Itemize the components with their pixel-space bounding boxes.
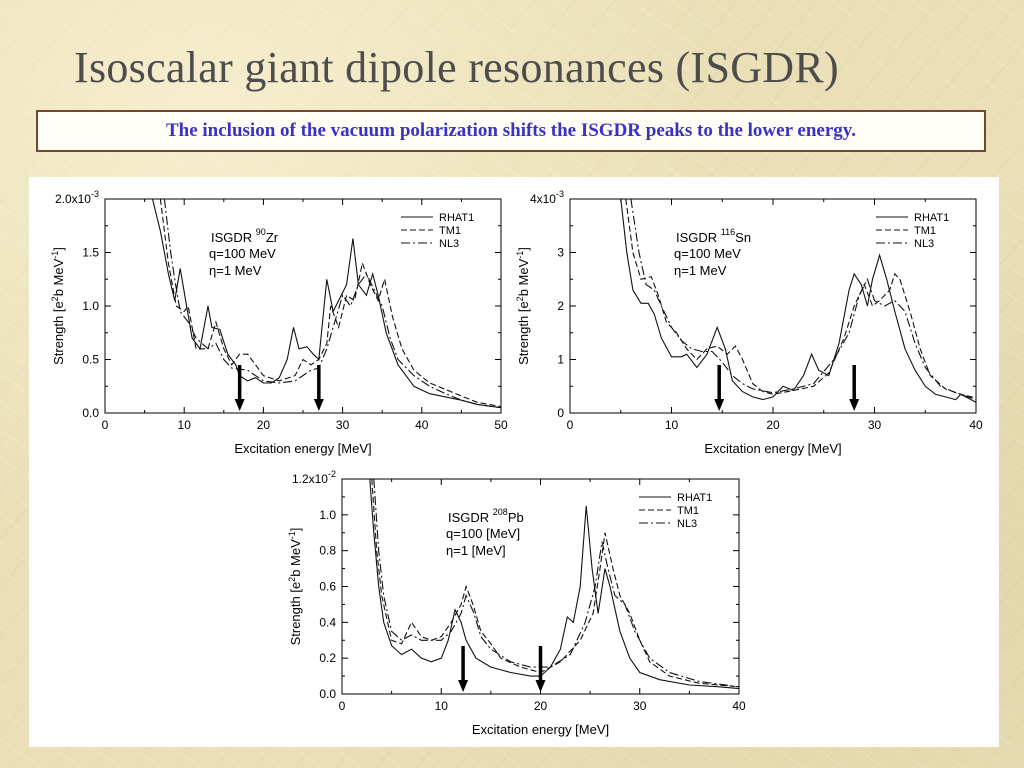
x-tick-label: 40	[415, 418, 429, 432]
y-tick-label: 1.2x10-2	[292, 469, 336, 486]
highlight-note-box: The inclusion of the vacuum polarization…	[36, 110, 986, 152]
chart-sn: 0 10 20 30 40 0 1 2 3 4x10-3 Excitation energy [Me…	[515, 189, 983, 456]
legend-label-tm1: TM1	[439, 225, 461, 237]
figure-panel: 0 10 20 30 40 50 0.0 0.5 1.0 1.5 2.0x10-3 Excitatio…	[29, 177, 999, 747]
x-tick-label: 0	[102, 418, 109, 432]
x-axis-label: Excitation energy [MeV]	[234, 441, 371, 456]
legend-label-tm1: TM1	[914, 225, 936, 237]
y-tick-label: 1.0	[319, 508, 336, 522]
legend-label-nl3: NL3	[914, 238, 934, 250]
annotation-q: q=100 MeV	[674, 246, 741, 261]
series-line-rhat1	[151, 199, 501, 409]
peak-shift-arrow-head	[234, 399, 245, 411]
chart-pb: 0 10 20 30 40 0.0 0.2 0.4 0.6 0.8 1.0 1.2x10-2 Excit…	[287, 469, 746, 737]
x-tick-label: 10	[665, 418, 679, 432]
series-line-nl3	[373, 479, 739, 688]
x-tick-label: 30	[633, 699, 647, 713]
y-tick-label: 2	[557, 299, 564, 313]
chart-figure: 0 10 20 30 40 500.00.51.01.52.0x10-3Excitatio…	[50, 189, 983, 737]
series-line-rhat1	[620, 199, 976, 403]
x-tick-label: 10	[178, 418, 192, 432]
peak-shift-arrow-head	[458, 680, 469, 692]
y-axis-label: Strength [e2b MeV-1]	[287, 528, 303, 646]
annotation-eta: η=1 MeV	[674, 263, 727, 278]
x-tick-label: 30	[336, 418, 350, 432]
x-tick-label: 30	[868, 418, 882, 432]
y-tick-label: 4x10-3	[530, 189, 564, 206]
x-tick-label: 40	[969, 418, 983, 432]
x-tick-label: 40	[732, 699, 746, 713]
legend-label-tm1: TM1	[677, 505, 699, 517]
y-tick-label: 1	[557, 353, 564, 367]
annotation-nucleus: ISGDR 208Pb	[448, 507, 524, 525]
slide-title: Isoscalar giant dipole resonances (ISGDR…	[74, 43, 839, 92]
y-axis-label: Strength [e2b MeV-1]	[515, 247, 531, 365]
legend-label-rhat1: RHAT1	[914, 212, 949, 224]
x-axis-label: Excitation energy [MeV]	[472, 722, 609, 737]
x-tick-label: 20	[534, 699, 548, 713]
legend-label-nl3: NL3	[439, 238, 459, 250]
peak-shift-arrow-head	[714, 399, 725, 411]
series-line-rhat1	[369, 479, 739, 690]
series-line-tm1	[159, 199, 501, 408]
annotation-q: q=100 [MeV]	[446, 526, 520, 541]
x-tick-label: 0	[339, 699, 346, 713]
x-tick-label: 20	[257, 418, 271, 432]
y-tick-label: 1.5	[82, 246, 99, 260]
peak-shift-arrow-head	[535, 680, 546, 692]
y-tick-label: 0	[557, 406, 564, 420]
peak-shift-arrow-head	[313, 399, 324, 411]
y-tick-label: 0.2	[319, 651, 336, 665]
y-axis-label: Strength [e2b MeV-1]	[50, 247, 66, 365]
annotation-eta: η=1 [MeV]	[446, 543, 506, 558]
annotation-nucleus: ISGDR 90Zr	[211, 227, 279, 245]
x-axis-label: Excitation energy [MeV]	[704, 441, 841, 456]
series-line-nl3	[630, 199, 976, 401]
y-tick-label: 1.0	[82, 299, 99, 313]
y-tick-label: 0.0	[319, 687, 336, 701]
x-tick-label: 50	[494, 418, 508, 432]
highlight-note-text: The inclusion of the vacuum polarization…	[165, 120, 856, 141]
series-line-tm1	[371, 479, 739, 688]
y-tick-label: 0.4	[319, 615, 336, 629]
y-tick-label: 2.0x10-3	[55, 189, 99, 206]
x-tick-label: 0	[567, 418, 574, 432]
legend-label-rhat1: RHAT1	[677, 492, 712, 504]
annotation-eta: η=1 MeV	[209, 263, 262, 278]
y-tick-label: 3	[557, 246, 564, 260]
y-tick-label: 0.5	[82, 353, 99, 367]
legend-label-nl3: NL3	[677, 518, 697, 530]
y-tick-label: 0.6	[319, 580, 336, 594]
y-tick-label: 0.8	[319, 544, 336, 558]
y-tick-label: 0.0	[82, 406, 99, 420]
peak-shift-arrow-head	[849, 399, 860, 411]
chart-zr: 0 10 20 30 40 50 0.0 0.5 1.0 1.5 2.0x10-3 Excitatio…	[50, 189, 508, 456]
x-tick-label: 20	[766, 418, 780, 432]
annotation-nucleus: ISGDR 116Sn	[676, 227, 751, 245]
legend-label-rhat1: RHAT1	[439, 212, 474, 224]
annotation-q: q=100 MeV	[209, 246, 276, 261]
x-tick-label: 10	[435, 699, 449, 713]
